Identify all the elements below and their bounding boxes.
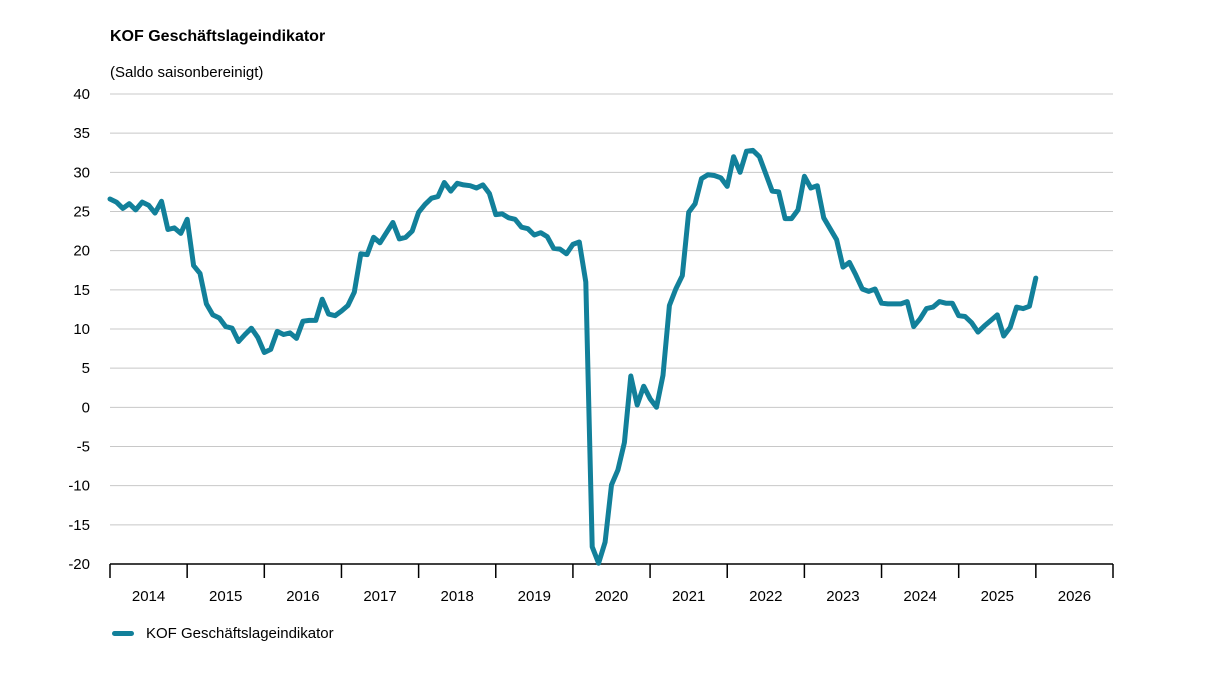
y-tick-label: -5 (77, 439, 90, 456)
y-tick-label: 15 (73, 282, 90, 299)
y-tick-label: -15 (68, 517, 90, 534)
x-tick-label: 2014 (132, 588, 165, 605)
series-group (107, 147, 1039, 566)
x-tick-label: 2021 (672, 588, 705, 605)
y-tick-label: 30 (73, 164, 90, 181)
chart-subtitle: (Saldo saisonbereinigt) (110, 64, 264, 81)
chart-title: KOF Geschäftslageindikator (110, 28, 326, 45)
x-axis: 2014 2015 2016 2017 2018 2019 2020 2021 2022 2023… (109, 563, 1114, 605)
x-tick-label: 2023 (826, 588, 859, 605)
x-tick-label: 2016 (286, 588, 319, 605)
x-tick-label: 2025 (981, 588, 1014, 605)
y-tick-label: 25 (73, 204, 90, 221)
x-tick-label: 2020 (595, 588, 628, 605)
y-axis-ticks: 40 35 30 25 20 15 10 5 0 -5 -10 -15 -20 (68, 86, 90, 573)
series-line (107, 147, 1039, 566)
x-tick-label: 2026 (1058, 588, 1091, 605)
y-tick-label: 35 (73, 125, 90, 142)
grid-lines (110, 93, 1113, 526)
legend-swatch (112, 631, 134, 636)
x-tick-label: 2018 (441, 588, 474, 605)
legend: KOF Geschäftslageindikator (112, 625, 334, 642)
x-tick-label: 2015 (209, 588, 242, 605)
x-tick-label: 2017 (363, 588, 396, 605)
y-tick-label: 10 (73, 321, 90, 338)
x-tick-label: 2019 (518, 588, 551, 605)
y-tick-label: 5 (82, 360, 90, 377)
y-tick-label: 0 (82, 399, 90, 416)
y-tick-label: -20 (68, 556, 90, 573)
y-tick-label: -10 (68, 478, 90, 495)
y-tick-label: 20 (73, 243, 90, 260)
legend-label: KOF Geschäftslageindikator (146, 625, 334, 642)
x-tick-label: 2024 (903, 588, 936, 605)
y-tick-label: 40 (73, 86, 90, 103)
x-tick-label: 2022 (749, 588, 782, 605)
